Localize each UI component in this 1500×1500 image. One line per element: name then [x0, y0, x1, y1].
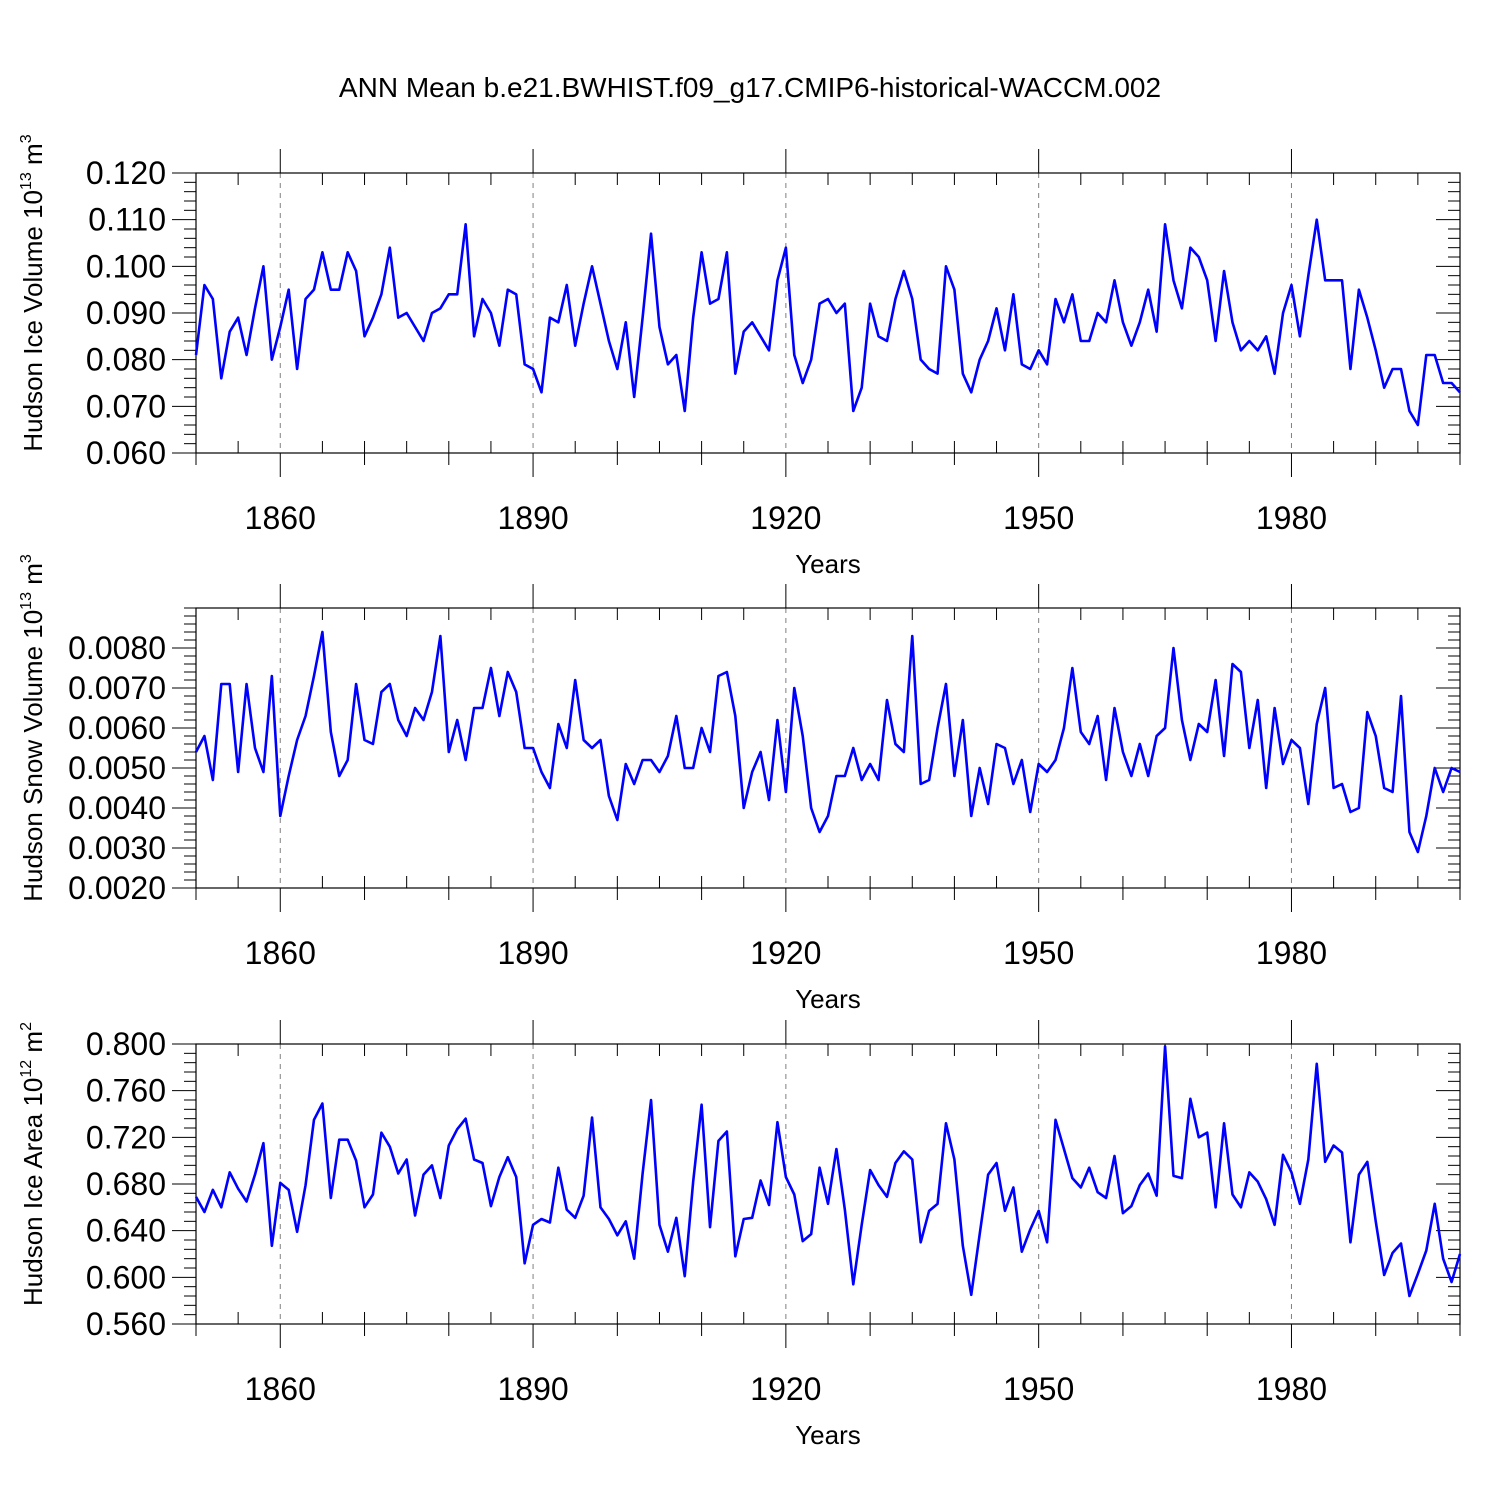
- y-tick-label: 0.0070: [68, 670, 166, 706]
- y-axis-title-part: 12: [18, 1060, 35, 1078]
- plot-frame: [195, 1043, 1461, 1325]
- plot-frame: [195, 172, 1461, 454]
- y-axis-title-part: 3: [18, 554, 35, 563]
- x-tick-label: 1980: [1256, 1371, 1327, 1407]
- x-tick-label: 1890: [497, 1371, 568, 1407]
- y-tick-label: 0.080: [86, 342, 166, 378]
- y-axis-title-part: 13: [18, 592, 35, 610]
- x-tick-label: 1890: [497, 500, 568, 536]
- y-axis-title-part: m: [18, 1031, 48, 1060]
- x-tick-label: 1950: [1003, 1371, 1074, 1407]
- x-axis-title: Years: [795, 984, 861, 1014]
- x-axis-title: Years: [795, 1420, 861, 1450]
- y-axis-title: Hudson Snow Volume 1013 m3: [18, 554, 48, 902]
- x-tick-label: 1980: [1256, 935, 1327, 971]
- chart-panel-ice-area: 1860 1890 1920 1950 1980 0.560 0.600 0.640 0.680…: [18, 1020, 1462, 1450]
- chart-title: ANN Mean b.e21.BWHIST.f09_g17.CMIP6-hist…: [338, 72, 1162, 103]
- y-tick-label: 0.120: [86, 155, 166, 191]
- y-axis-title-part: 3: [18, 134, 35, 143]
- y-axis-title: Hudson Ice Volume 1013 m3: [18, 134, 48, 451]
- x-tick-label: 1950: [1003, 500, 1074, 536]
- x-tick-label: 1980: [1256, 500, 1327, 536]
- y-axis-title: Hudson Ice Area 1012 m2: [18, 1022, 48, 1306]
- y-tick-label: 0.0080: [68, 630, 166, 666]
- y-tick-label: 0.0020: [68, 870, 166, 906]
- x-tick-label: 1860: [245, 1371, 316, 1407]
- y-tick-label: 0.0060: [68, 710, 166, 746]
- y-axis-title-part: 13: [18, 172, 35, 190]
- y-axis-title-part: m: [18, 563, 48, 592]
- y-tick-label: 0.560: [86, 1306, 166, 1342]
- chart-panel-ice-volume: 1860 1890 1920 1950 1980 0.060 0.070 0.080 0.090…: [18, 134, 1461, 579]
- chart-panel-snow-volume: 1860 1890 1920 1950 1980 0.0020 0.0030 0.0040 0.…: [18, 554, 1461, 1014]
- y-tick-label: 0.760: [86, 1073, 166, 1109]
- series-line-ice-area: [194, 1045, 1462, 1298]
- y-tick-label: 0.0050: [68, 750, 166, 786]
- y-tick-label: 0.0040: [68, 790, 166, 826]
- y-axis-title-part: 2: [18, 1022, 35, 1031]
- y-axis-title-part: Hudson Ice Volume 10: [18, 190, 48, 452]
- y-tick-label: 0.680: [86, 1166, 166, 1202]
- y-axis-title-part: Hudson Ice Area 10: [18, 1078, 48, 1306]
- y-tick-label: 0.0030: [68, 830, 166, 866]
- series-line-snow-volume: [194, 630, 1461, 854]
- x-tick-label: 1860: [245, 500, 316, 536]
- y-tick-label: 0.070: [86, 388, 166, 424]
- y-tick-label: 0.110: [88, 202, 166, 238]
- x-tick-label: 1920: [750, 935, 821, 971]
- y-tick-label: 0.100: [86, 248, 166, 284]
- y-axis-title-part: m: [18, 143, 48, 172]
- series-line-ice-volume: [194, 218, 1461, 427]
- y-axis-title-part: Hudson Snow Volume 10: [18, 610, 48, 902]
- x-tick-label: 1920: [750, 1371, 821, 1407]
- y-tick-label: 0.600: [86, 1259, 166, 1295]
- x-axis-title: Years: [795, 549, 861, 579]
- x-tick-label: 1950: [1003, 935, 1074, 971]
- x-tick-label: 1860: [245, 935, 316, 971]
- x-tick-label: 1890: [497, 935, 568, 971]
- y-tick-label: 0.060: [86, 435, 166, 471]
- y-tick-label: 0.800: [86, 1026, 166, 1062]
- y-tick-label: 0.090: [86, 295, 166, 331]
- x-tick-label: 1920: [750, 500, 821, 536]
- plot-frame: [195, 607, 1461, 889]
- y-tick-label: 0.720: [86, 1119, 166, 1155]
- y-tick-label: 0.640: [86, 1213, 166, 1249]
